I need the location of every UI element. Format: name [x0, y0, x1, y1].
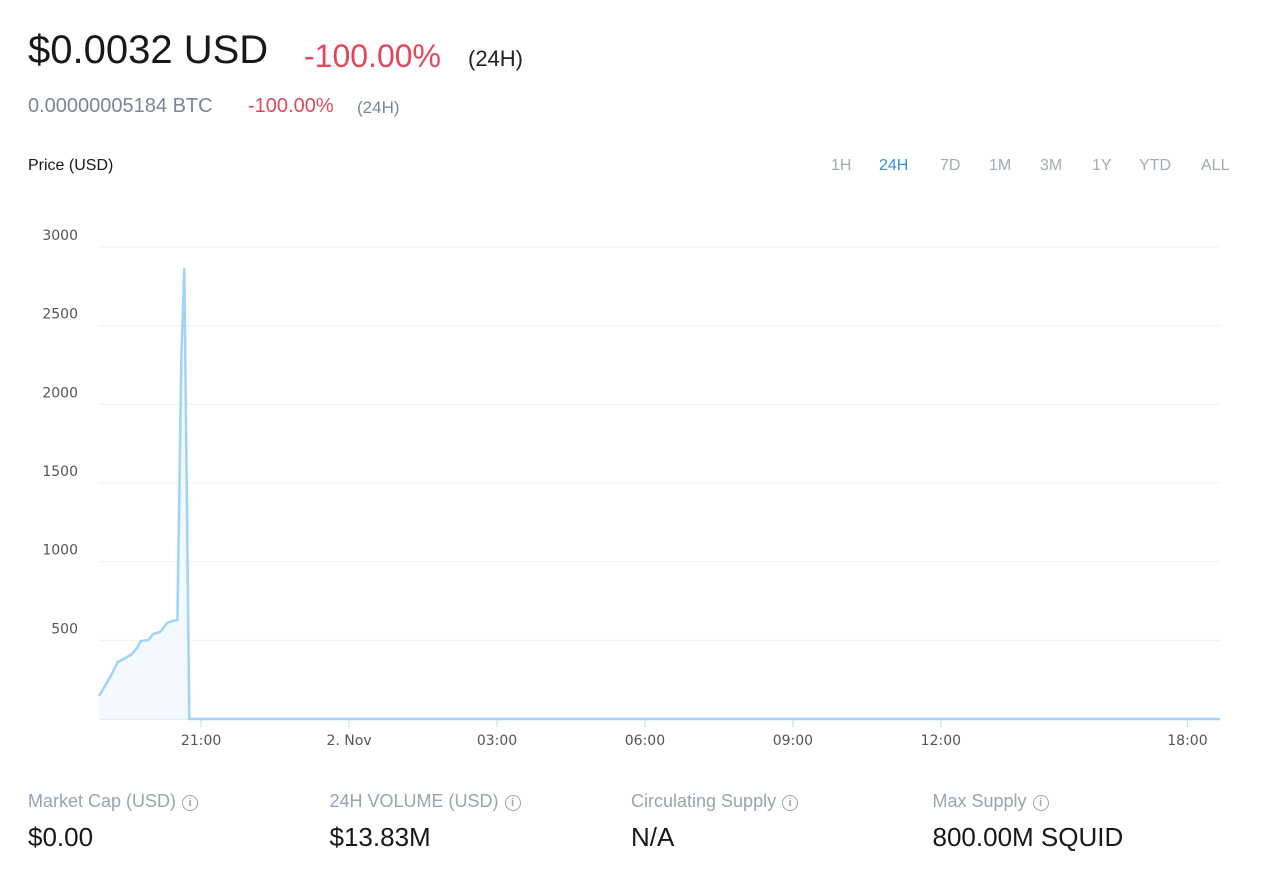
period-button[interactable]: 7D: [940, 157, 961, 174]
btc-change: -100.00%: [248, 95, 334, 117]
x-tick-label: 18:00: [1167, 733, 1207, 749]
usd-change: -100.00%: [304, 38, 441, 74]
y-tick-label: 2500: [42, 307, 78, 323]
period-button[interactable]: 1Y: [1092, 157, 1112, 174]
period-button[interactable]: 3M: [1040, 157, 1063, 174]
price-line: [97, 267, 1220, 721]
x-tick-label: 21:00: [181, 733, 221, 749]
btc-period: (24H): [357, 98, 400, 117]
stat-label-text: Circulating Supply: [631, 791, 777, 811]
period-button[interactable]: 1H: [831, 157, 852, 174]
stat-label-text: Market Cap (USD): [28, 791, 177, 811]
stat-label-text: 24H VOLUME (USD): [329, 791, 499, 811]
stat-label: Circulating Supply i: [631, 791, 799, 812]
chart-label: Price (USD): [28, 157, 114, 174]
info-icon[interactable]: i: [504, 795, 521, 811]
y-tick-label: 1000: [42, 543, 78, 559]
stat-label: Market Cap (USD) i: [28, 791, 199, 812]
stat-value: $0.00: [28, 822, 94, 852]
y-tick-label: 500: [51, 621, 78, 637]
stat-label: Max Supply i: [933, 791, 1049, 812]
period-button[interactable]: 24H: [879, 157, 909, 174]
period-button[interactable]: 1M: [989, 157, 1012, 174]
period-button[interactable]: ALL: [1201, 157, 1230, 174]
y-tick-label: 3000: [42, 228, 78, 244]
x-tick-label: 06:00: [625, 733, 665, 749]
y-tick-label: 2000: [42, 385, 78, 401]
x-tick-label: 12:00: [921, 733, 961, 749]
info-icon[interactable]: i: [782, 795, 799, 811]
price-area: [99, 268, 1220, 719]
chart: 500 1000 1500 2000 2500 3000 21:00 2. Nov 03:00 0…: [42, 228, 1220, 749]
stat-label-text: Max Supply: [932, 791, 1027, 811]
info-icon[interactable]: i: [1032, 795, 1049, 811]
y-tick-label: 1500: [42, 464, 78, 480]
stat-label: 24H VOLUME (USD) i: [330, 791, 521, 812]
stat-value: $13.83M: [329, 822, 431, 852]
stat-value: 800.00M SQUID: [932, 822, 1124, 852]
stat-value: N/A: [631, 822, 675, 852]
btc-price: 0.00000005184 BTC: [28, 95, 213, 117]
info-icon[interactable]: i: [182, 795, 199, 811]
x-tick-label: 2. Nov: [326, 733, 371, 749]
usd-period: (24H): [468, 46, 524, 71]
x-tick-label: 09:00: [773, 733, 813, 749]
period-button[interactable]: YTD: [1139, 157, 1171, 174]
x-tick-label: 03:00: [477, 733, 517, 749]
usd-price: $0.0032 USD: [28, 28, 269, 72]
